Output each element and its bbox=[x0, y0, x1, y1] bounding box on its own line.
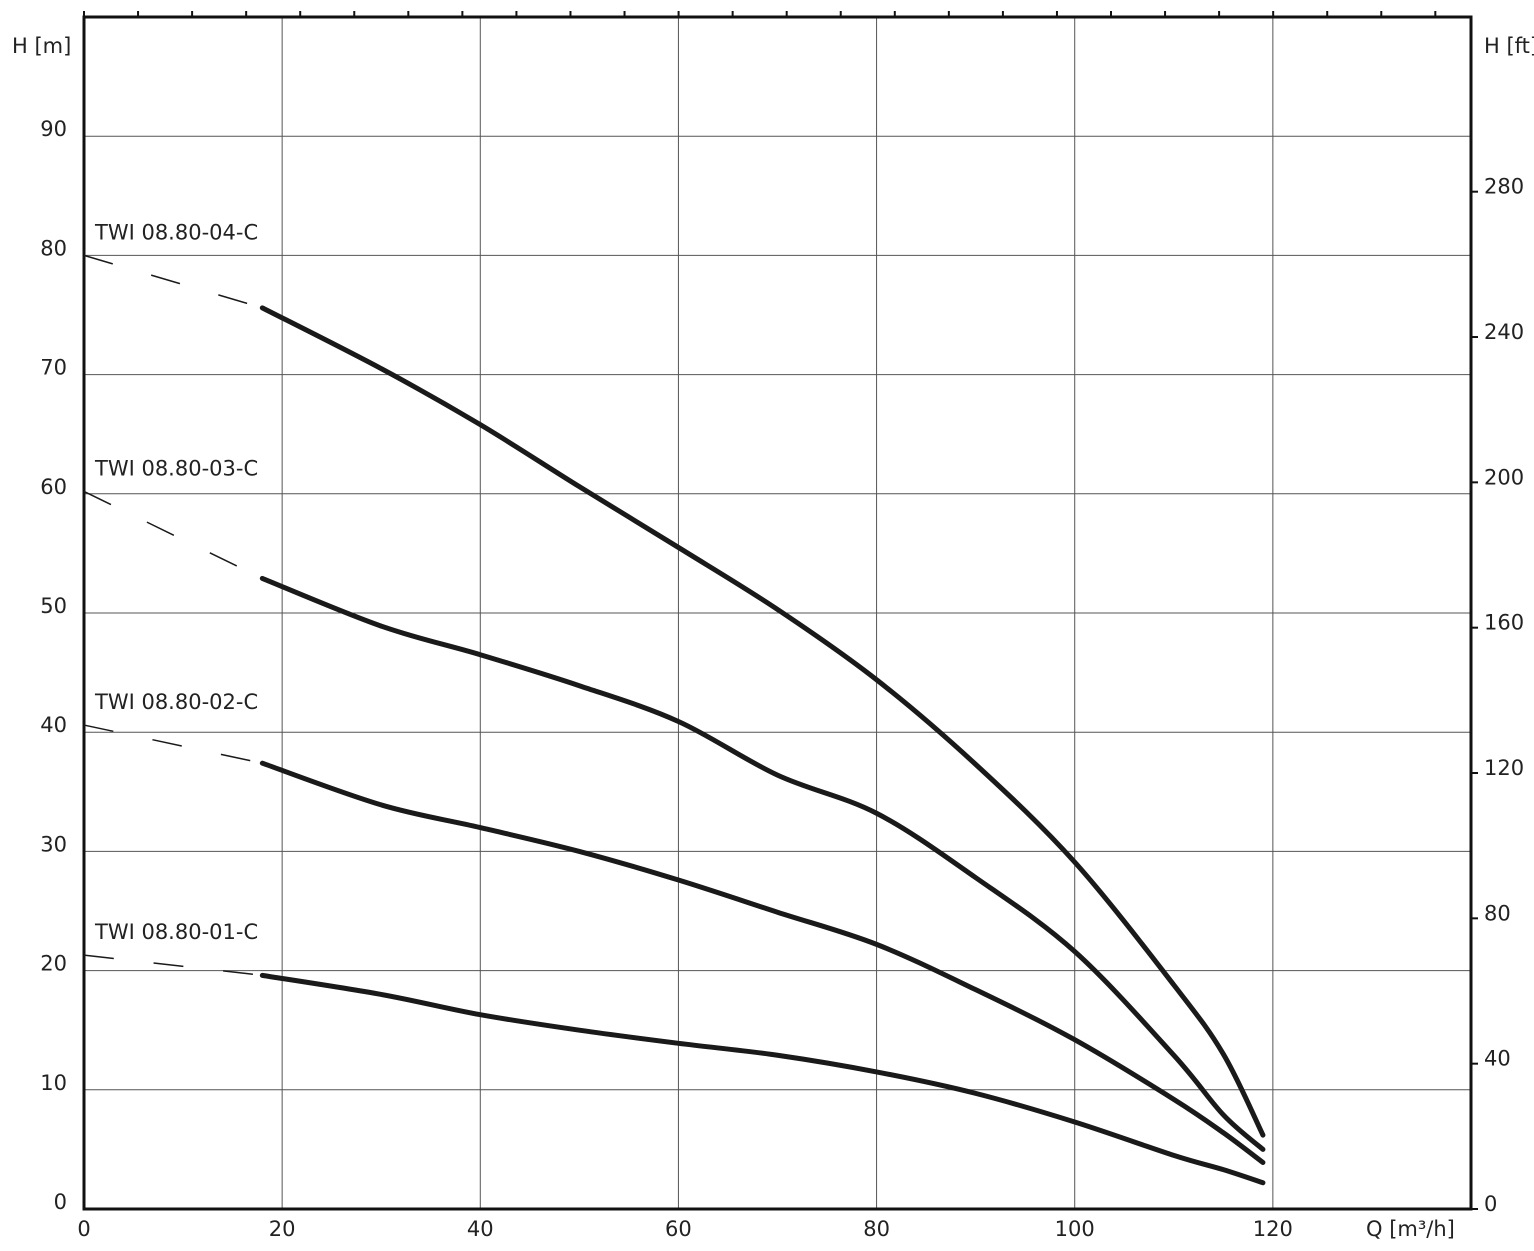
y2-tick-label: 120 bbox=[1484, 756, 1524, 780]
y-tick-label: 90 bbox=[40, 117, 67, 141]
curve-label: TWI 08.80-03-C bbox=[94, 456, 258, 480]
pump-curve bbox=[259, 760, 1266, 1166]
x-tick-label: 120 bbox=[1253, 1217, 1293, 1241]
x-tick-label: 0 bbox=[77, 1217, 90, 1241]
curve-extension bbox=[83, 954, 263, 977]
pump-curve bbox=[259, 972, 1266, 1186]
y-tick-label: 0 bbox=[54, 1190, 67, 1214]
y2-tick-label: 280 bbox=[1484, 175, 1524, 199]
y2-tick-label: 40 bbox=[1484, 1047, 1511, 1071]
x-axis-label: Q [m³/h] bbox=[1366, 1217, 1455, 1241]
curve-extension bbox=[83, 490, 263, 580]
y-tick-label: 70 bbox=[40, 356, 67, 380]
curve-label: TWI 08.80-04-C bbox=[94, 220, 258, 244]
x-tick-label: 40 bbox=[467, 1217, 494, 1241]
y2-tick-label: 160 bbox=[1484, 611, 1524, 635]
curve-extension bbox=[83, 254, 263, 309]
x-tick-label: 60 bbox=[665, 1217, 692, 1241]
y-tick-label: 50 bbox=[40, 594, 67, 618]
y2-tick-label: 0 bbox=[1484, 1192, 1497, 1216]
pump-curve bbox=[259, 575, 1266, 1152]
curve-label: TWI 08.80-02-C bbox=[94, 690, 258, 714]
y-tick-label: 30 bbox=[40, 832, 67, 856]
plot-frame bbox=[82, 15, 1473, 1211]
curve-extension bbox=[83, 724, 263, 764]
y-axis-label: H [m] bbox=[12, 34, 71, 58]
y-tick-label: 60 bbox=[40, 475, 67, 499]
y-tick-label: 20 bbox=[40, 952, 67, 976]
x-tick-label: 20 bbox=[269, 1217, 296, 1241]
y2-tick-label: 200 bbox=[1484, 465, 1524, 489]
y-tick-label: 10 bbox=[40, 1071, 67, 1095]
y2-tick-label: 240 bbox=[1484, 320, 1524, 344]
y-tick-label: 80 bbox=[40, 236, 67, 260]
y2-tick-label: 80 bbox=[1484, 901, 1511, 925]
x-tick-label: 100 bbox=[1055, 1217, 1095, 1241]
y2-axis-label: H [ft] bbox=[1484, 34, 1534, 58]
x-tick-label: 80 bbox=[863, 1217, 890, 1241]
pump-curve bbox=[259, 305, 1266, 1138]
y-tick-label: 40 bbox=[40, 713, 67, 737]
curve-label: TWI 08.80-01-C bbox=[94, 920, 258, 944]
